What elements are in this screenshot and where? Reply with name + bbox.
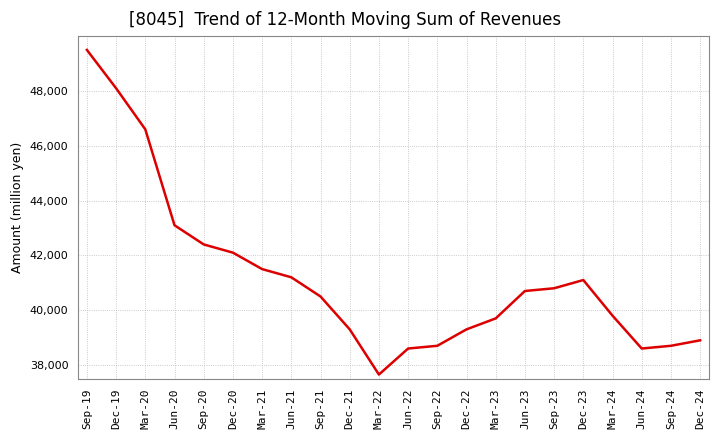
Text: [8045]  Trend of 12-Month Moving Sum of Revenues: [8045] Trend of 12-Month Moving Sum of R… [129, 11, 561, 29]
Y-axis label: Amount (million yen): Amount (million yen) [11, 142, 24, 273]
